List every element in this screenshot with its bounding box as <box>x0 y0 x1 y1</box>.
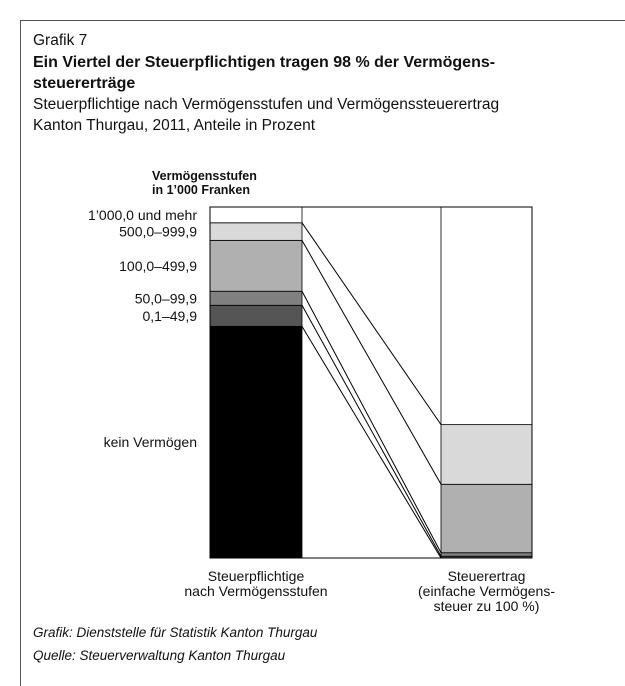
connector <box>301 222 442 425</box>
bar-segment <box>440 424 533 485</box>
x-tick-label: steuer zu 100 %) <box>434 598 540 614</box>
bar-segment <box>209 304 303 327</box>
bar-segment <box>209 206 303 224</box>
source: Quelle: Steuerverwaltung Kanton Thurgau <box>33 648 286 663</box>
x-tick-label: Steuerpflichtige <box>208 568 305 584</box>
subtitle: Steuerpflichtige nach Vermögensstufen un… <box>33 96 499 113</box>
connector <box>301 326 442 559</box>
x-tick-label: (einfache Vermögens- <box>418 583 555 599</box>
plot-frame <box>209 206 533 559</box>
source: Grafik: Dienststelle für Statistik Kanto… <box>33 625 318 640</box>
x-tick-label: Steuerertrag <box>448 568 526 584</box>
chart-title: Ein Viertel der Steuerpflichtigen tragen… <box>33 54 495 71</box>
chart-label: Grafik 7 <box>33 32 87 49</box>
legend-title: in 1’000 Franken <box>152 183 250 197</box>
legend-label: 500,0–999,9 <box>119 224 197 240</box>
legend-title: Vermögensstufen <box>152 169 257 183</box>
legend-label: 1’000,0 und mehr <box>88 207 197 223</box>
x-tick-label: nach Vermögensstufen <box>184 583 327 599</box>
legend-label: 100,0–499,9 <box>119 258 197 274</box>
bar-segment <box>209 325 303 559</box>
bar-segment <box>440 483 533 554</box>
subtitle: Kanton Thurgau, 2011, Anteile in Prozent <box>33 117 316 134</box>
legend-label: 0,1–49,9 <box>143 308 198 324</box>
chart-title: steuererträge <box>33 75 135 92</box>
connector <box>301 291 442 553</box>
connector <box>301 305 442 557</box>
legend-label: 50,0–99,9 <box>135 290 197 306</box>
bar-segment <box>440 552 533 557</box>
bar-segment <box>440 206 533 426</box>
connector <box>301 240 442 485</box>
legend-label: kein Vermögen <box>104 434 197 450</box>
bar-segment <box>209 239 303 292</box>
bar-segment <box>209 222 303 241</box>
bar-segment <box>209 290 303 306</box>
